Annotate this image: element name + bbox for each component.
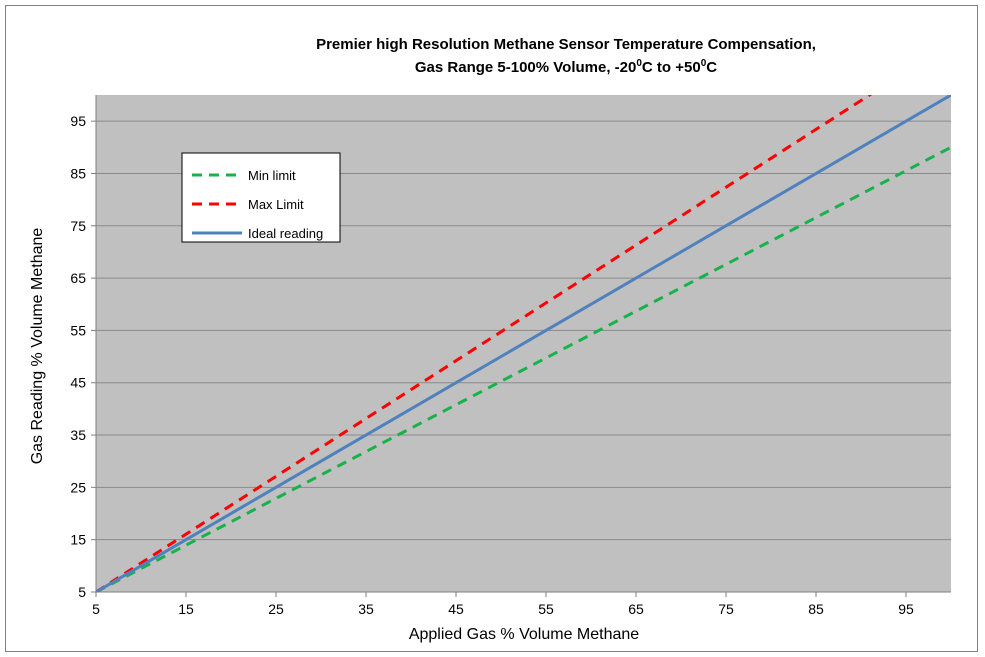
y-tick-label-15: 15 xyxy=(70,532,86,548)
axes xyxy=(91,95,951,597)
y-axis-title: Gas Reading % Volume Methane xyxy=(29,228,46,465)
legend-label-ideal-reading: Ideal reading xyxy=(248,226,323,241)
y-tick-label-45: 45 xyxy=(70,375,86,391)
x-axis-title: Applied Gas % Volume Methane xyxy=(409,626,639,643)
x-tick-label-95: 95 xyxy=(898,601,914,617)
x-tick-label-65: 65 xyxy=(628,601,644,617)
legend-label-min-limit: Min limit xyxy=(248,168,296,183)
legend-label-max-limit: Max Limit xyxy=(248,197,304,212)
legend-box xyxy=(181,152,341,243)
legend: Min limit Max Limit Ideal reading xyxy=(181,152,341,243)
series-line-ideal-reading xyxy=(96,95,951,592)
x-tick-label-25: 25 xyxy=(268,601,284,617)
x-tick-label-75: 75 xyxy=(718,601,734,617)
chart-title-line2: Gas Range 5-100% Volume, -200C to +500C xyxy=(415,58,717,76)
x-tick-label-5: 5 xyxy=(92,601,100,617)
y-tick-label-95: 95 xyxy=(70,113,86,129)
x-tick-labels: 5 15 25 35 45 55 65 75 85 95 xyxy=(92,601,914,617)
chart-title-line1: Premier high Resolution Methane Sensor T… xyxy=(316,36,816,53)
y-tick-label-85: 85 xyxy=(70,165,86,181)
x-tick-label-85: 85 xyxy=(808,601,824,617)
y-tick-label-65: 65 xyxy=(70,270,86,286)
y-tick-label-35: 35 xyxy=(70,427,86,443)
y-tick-label-25: 25 xyxy=(70,479,86,495)
legend-items: Min limit Max Limit Ideal reading xyxy=(192,168,323,241)
y-tick-labels: 5 15 25 35 45 55 65 75 85 95 xyxy=(70,113,86,600)
x-tick-label-45: 45 xyxy=(448,601,464,617)
y-tick-label-55: 55 xyxy=(70,322,86,338)
y-tick-label-75: 75 xyxy=(70,218,86,234)
chart-svg: Premier high Resolution Methane Sensor T… xyxy=(29,36,951,643)
series-lines xyxy=(96,95,951,592)
x-tick-label-55: 55 xyxy=(538,601,554,617)
series-line-min-limit xyxy=(96,145,951,592)
y-tick-label-5: 5 xyxy=(78,584,86,600)
x-tick-label-15: 15 xyxy=(178,601,194,617)
x-tick-label-35: 35 xyxy=(358,601,374,617)
chart-frame: Premier high Resolution Methane Sensor T… xyxy=(5,5,978,652)
